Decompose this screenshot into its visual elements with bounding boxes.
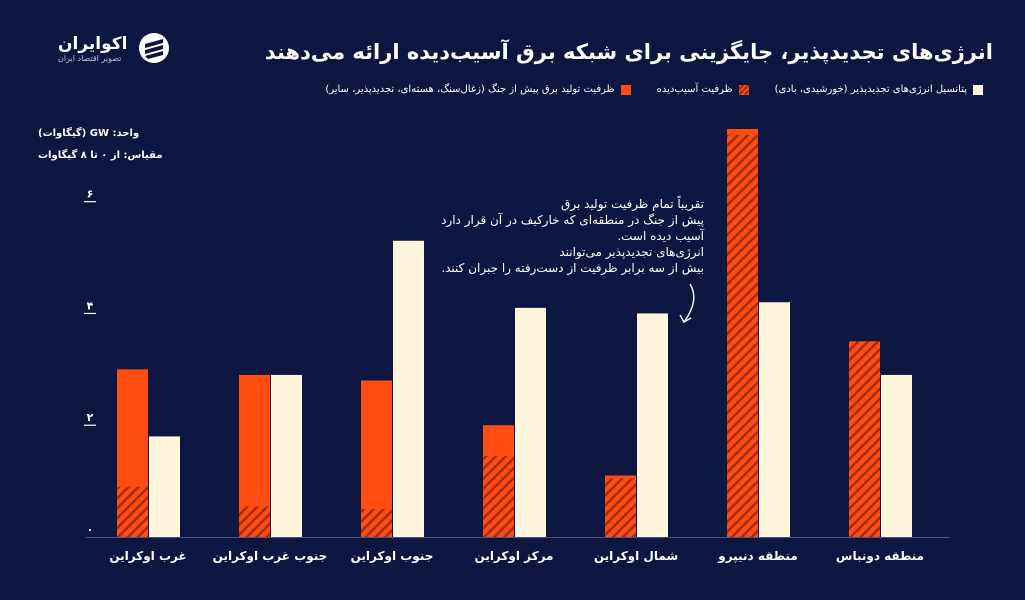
legend-item-damaged-capacity: ظرفیت آسیب‌دیده bbox=[657, 84, 749, 95]
y-tick-label: ۶ bbox=[87, 188, 94, 201]
annotation-line: پیش از جنگ در منطقه‌ای که خارکیف در آن ق… bbox=[441, 213, 704, 227]
annotation-line: تقریباً تمام ظرفیت تولید برق bbox=[561, 197, 704, 211]
legend-swatch-solid-orange bbox=[620, 84, 631, 95]
legend-label: ظرفیت تولید برق پیش از جنگ (زغال‌سنگ، هس… bbox=[325, 84, 615, 95]
legend-label: پتانسیل انرژی‌های تجدیدپذیر (خورشیدی، با… bbox=[774, 84, 967, 95]
bar-renewable-potential bbox=[637, 313, 668, 537]
annotation-line: آسیب دیده است. bbox=[617, 229, 704, 243]
logo-name: اکوایران bbox=[58, 34, 128, 54]
chart-title: انرژی‌های تجدیدپذیر، جایگزینی برای شبکه … bbox=[264, 40, 993, 64]
y-tick-label: ۴ bbox=[87, 299, 94, 312]
annotation-line: انرژی‌های تجدیدپذیر می‌توانند bbox=[559, 245, 704, 259]
bar-damaged-capacity bbox=[849, 341, 880, 537]
bar-damaged-capacity bbox=[727, 134, 758, 537]
annotation-arrowhead bbox=[679, 314, 692, 323]
bar-damaged-capacity bbox=[605, 478, 636, 537]
brand-logo: اکوایران تصویر اقتصاد ایران bbox=[58, 30, 169, 70]
bar-damaged-capacity bbox=[361, 509, 392, 537]
legend-item-renewable-potential: پتانسیل انرژی‌های تجدیدپذیر (خورشیدی، با… bbox=[775, 84, 983, 95]
logo-tagline: تصویر اقتصاد ایران bbox=[58, 54, 122, 63]
bar-renewable-potential bbox=[271, 374, 302, 537]
bar-renewable-potential bbox=[149, 436, 180, 537]
category-label: منطقه دنیپرو bbox=[717, 549, 798, 564]
category-label: جنوب غرب اوکراین bbox=[213, 549, 328, 564]
category-label: جنوب اوکراین bbox=[351, 549, 434, 564]
logo-mark-icon bbox=[139, 33, 169, 63]
category-label: مرکز اوکراین bbox=[475, 549, 554, 564]
bar-renewable-potential bbox=[515, 307, 546, 537]
category-label: منطقه دونباس bbox=[836, 549, 924, 564]
y-tick-label: ۰ bbox=[87, 523, 94, 536]
annotation-line: بیش از سه برابر ظرفیت از دست‌رفته را جبر… bbox=[441, 261, 704, 275]
category-label: غرب اوکراین bbox=[109, 549, 186, 564]
bar-renewable-potential bbox=[881, 374, 912, 537]
legend-swatch-cream bbox=[973, 84, 983, 95]
bar-renewable-potential bbox=[393, 240, 424, 537]
legend-label: ظرفیت آسیب‌دیده bbox=[656, 84, 733, 95]
scale-note: مقیاس: از ۰ تا ۸ گیگاوات bbox=[38, 150, 163, 161]
bar-damaged-capacity bbox=[239, 506, 270, 537]
annotation-arrow bbox=[683, 283, 695, 323]
bar-damaged-capacity bbox=[117, 486, 148, 537]
unit-note: واحد: GW (گیگاوات) bbox=[38, 128, 140, 139]
legend: ظرفیت تولید برق پیش از جنگ (زغال‌سنگ، هس… bbox=[325, 84, 983, 95]
annotation: تقریباً تمام ظرفیت تولید برق پیش از جنگ … bbox=[436, 196, 704, 276]
y-tick-label: ۲ bbox=[87, 411, 94, 424]
category-label: شمال اوکراین bbox=[594, 549, 678, 564]
legend-swatch-hatched bbox=[738, 84, 749, 95]
bar-damaged-capacity bbox=[483, 455, 514, 537]
bar-renewable-potential bbox=[759, 302, 790, 537]
legend-item-prewar-capacity: ظرفیت تولید برق پیش از جنگ (زغال‌سنگ، هس… bbox=[325, 84, 631, 95]
